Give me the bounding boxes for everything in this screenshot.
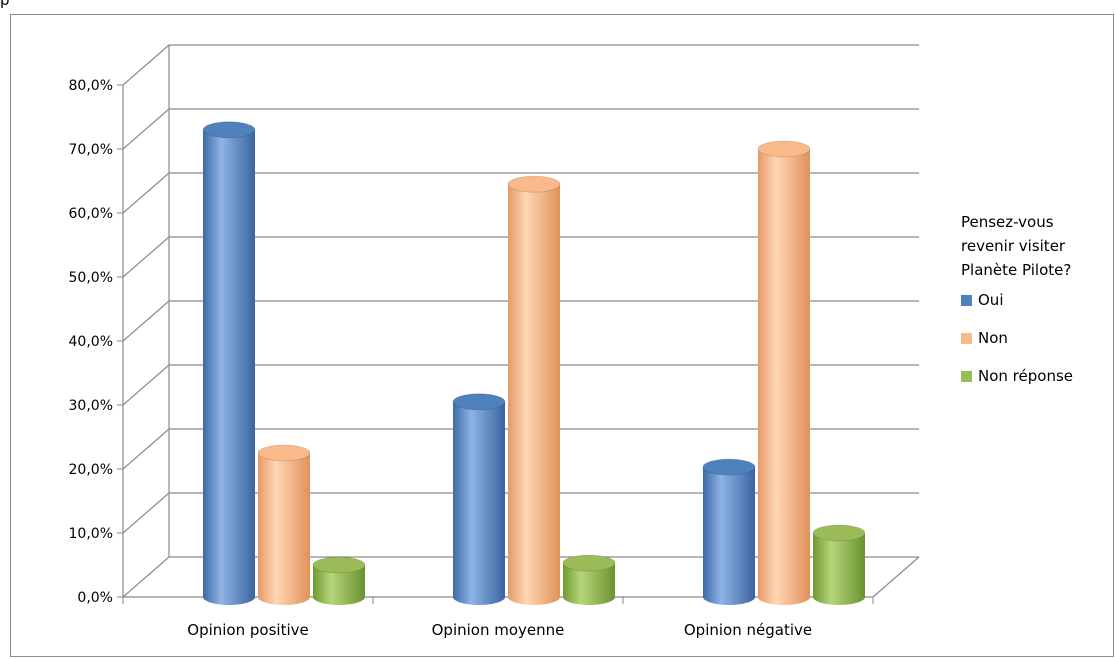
x-category-labels: Opinion positive Opinion moyenne Opinion n…	[187, 621, 812, 639]
legend-swatch	[961, 371, 972, 382]
bar-top-cap	[312, 556, 366, 574]
bar-body	[703, 467, 755, 605]
x-category-label: Opinion positive	[187, 621, 308, 639]
bar-body	[813, 533, 865, 605]
bar-body	[203, 129, 255, 606]
legend-title-line: Planète Pilote?	[961, 261, 1071, 279]
legend-swatch	[961, 333, 972, 344]
bar-chart: 0,0% 10,0% 20,0% 30,0% 40,0% 50,0% 60,0% 70,0% 8…	[69, 44, 1073, 639]
legend-title-line: Pensez-vous	[961, 213, 1054, 231]
y-tick-label: 40,0%	[69, 334, 113, 350]
x-category-label: Opinion moyenne	[432, 621, 565, 639]
bar-oui	[202, 121, 256, 606]
y-tick-label: 70,0%	[69, 142, 113, 158]
bar-body	[758, 149, 810, 605]
legend-label: Non réponse	[978, 367, 1073, 385]
y-tick-label: 80,0%	[69, 78, 113, 94]
y-tick-label: 50,0%	[69, 270, 113, 286]
legend-swatch	[961, 295, 972, 306]
bar-top-cap	[202, 121, 256, 139]
bar-non	[507, 175, 561, 605]
y-tick-label: 10,0%	[69, 526, 113, 542]
bar-non-r-ponse	[812, 524, 866, 605]
x-category-label: Opinion négative	[684, 621, 812, 639]
bar-top-cap	[562, 554, 616, 572]
legend-title-line: revenir visiter	[961, 237, 1066, 255]
y-tick-label: 0,0%	[77, 590, 113, 606]
bar-body	[563, 563, 615, 605]
bar-top-cap	[257, 444, 311, 462]
y-tick-labels: 0,0% 10,0% 20,0% 30,0% 40,0% 50,0% 60,0% 70,0% 8…	[69, 78, 113, 606]
y-tick-label: 30,0%	[69, 398, 113, 414]
y-tick-label: 60,0%	[69, 206, 113, 222]
legend-label: Oui	[978, 291, 1003, 309]
bar-non-r-ponse	[562, 554, 616, 605]
bar-body	[453, 401, 505, 605]
bar-body	[508, 184, 560, 605]
legend: Pensez-vous revenir visiter Planète Pilote…	[961, 213, 1073, 385]
y-tick-label: 20,0%	[69, 462, 113, 478]
bar-non	[257, 444, 311, 605]
bar-top-cap	[702, 458, 756, 476]
bars	[202, 121, 866, 606]
bar-body	[258, 453, 310, 605]
clipped-title-fragment: p	[0, 0, 10, 9]
bar-non-r-ponse	[312, 556, 366, 605]
gridline	[122, 44, 919, 86]
bar-non	[757, 140, 811, 605]
bar-body	[313, 565, 365, 605]
bar-oui	[452, 393, 506, 605]
bar-top-cap	[507, 175, 561, 193]
floor-edge	[872, 556, 920, 598]
legend-label: Non	[978, 329, 1008, 347]
bar-top-cap	[757, 140, 811, 158]
bar-top-cap	[812, 524, 866, 542]
bar-top-cap	[452, 393, 506, 411]
chart-frame: 0,0% 10,0% 20,0% 30,0% 40,0% 50,0% 60,0% 70,0% 8…	[10, 14, 1114, 657]
bar-oui	[702, 458, 756, 605]
